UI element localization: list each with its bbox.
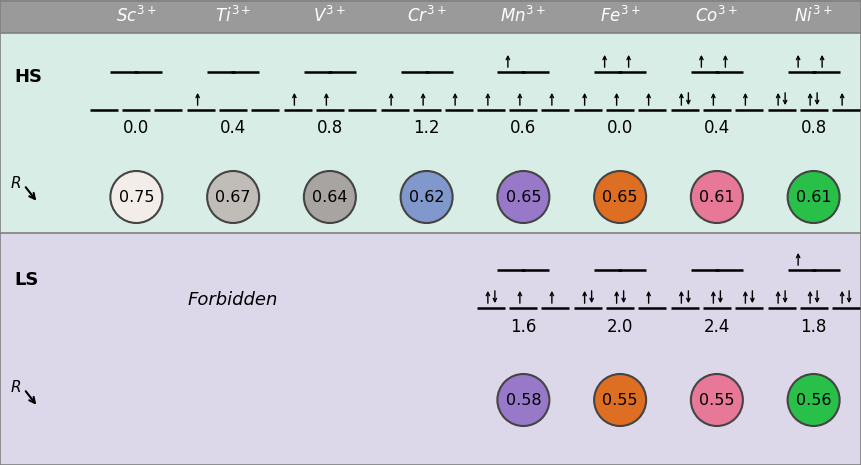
Text: LS: LS [14, 271, 39, 289]
Text: 0.62: 0.62 [408, 190, 444, 205]
Text: 0.55: 0.55 [698, 392, 734, 407]
Text: $Fe^{3+}$: $Fe^{3+}$ [599, 6, 640, 26]
Text: 0.56: 0.56 [795, 392, 830, 407]
Text: 0.61: 0.61 [698, 190, 734, 205]
Ellipse shape [400, 171, 452, 223]
Text: 0.58: 0.58 [505, 392, 541, 407]
Text: $Ti^{3+}$: $Ti^{3+}$ [214, 6, 251, 26]
Ellipse shape [787, 171, 839, 223]
Text: $V^{3+}$: $V^{3+}$ [313, 6, 346, 26]
Text: 0.8: 0.8 [800, 119, 826, 137]
Ellipse shape [497, 171, 548, 223]
Ellipse shape [207, 171, 259, 223]
Text: 0.75: 0.75 [119, 190, 154, 205]
Text: $Co^{3+}$: $Co^{3+}$ [695, 6, 737, 26]
Text: 0.65: 0.65 [505, 190, 541, 205]
Bar [0, 233, 861, 465]
Text: 0.61: 0.61 [795, 190, 831, 205]
Text: 0.4: 0.4 [703, 119, 729, 137]
Ellipse shape [690, 171, 742, 223]
Text: 0.65: 0.65 [602, 190, 637, 205]
Text: 1.2: 1.2 [413, 119, 439, 137]
Text: $R$: $R$ [10, 175, 22, 191]
Text: 0.4: 0.4 [220, 119, 246, 137]
Ellipse shape [110, 171, 162, 223]
Text: $Sc^{3+}$: $Sc^{3+}$ [116, 6, 157, 26]
Text: 0.55: 0.55 [602, 392, 637, 407]
Text: 0.0: 0.0 [123, 119, 149, 137]
Text: Forbidden: Forbidden [188, 291, 278, 309]
Text: HS: HS [14, 68, 42, 86]
Ellipse shape [787, 374, 839, 426]
Text: 0.64: 0.64 [312, 190, 347, 205]
Text: 0.0: 0.0 [606, 119, 633, 137]
Text: 2.0: 2.0 [606, 318, 633, 336]
Text: 1.6: 1.6 [510, 318, 536, 336]
Bar [0, 0, 861, 33]
Text: $Ni^{3+}$: $Ni^{3+}$ [793, 6, 832, 26]
Text: 0.67: 0.67 [215, 190, 251, 205]
Ellipse shape [690, 374, 742, 426]
Ellipse shape [304, 171, 356, 223]
Text: 0.8: 0.8 [316, 119, 343, 137]
Bar [0, 33, 861, 233]
Text: 1.8: 1.8 [800, 318, 826, 336]
Ellipse shape [593, 171, 646, 223]
Text: $Cr^{3+}$: $Cr^{3+}$ [406, 6, 446, 26]
Text: $R$: $R$ [10, 379, 22, 395]
Text: $Mn^{3+}$: $Mn^{3+}$ [500, 6, 546, 26]
Ellipse shape [593, 374, 646, 426]
Ellipse shape [497, 374, 548, 426]
Text: 0.6: 0.6 [510, 119, 536, 137]
Text: 2.4: 2.4 [703, 318, 729, 336]
